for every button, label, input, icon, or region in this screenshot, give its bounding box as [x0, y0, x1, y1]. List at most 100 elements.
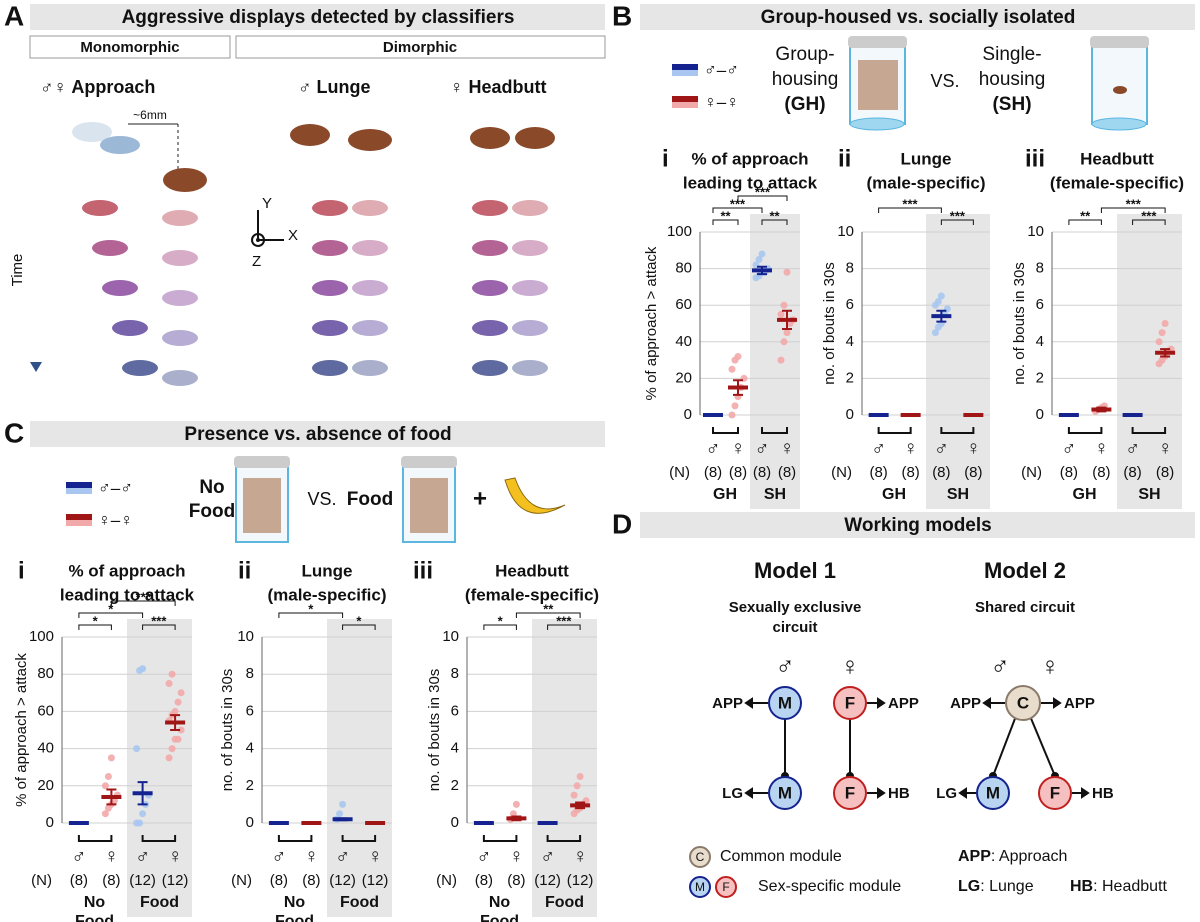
y-tick-label: 6 [846, 296, 854, 313]
condition-label: No [199, 477, 224, 498]
y-tick-label: 4 [1036, 333, 1044, 350]
y-axis-label: % of approach > attack [643, 246, 660, 400]
output-label: APP [888, 695, 919, 712]
output-label: LG [936, 785, 957, 802]
legend-swatch [672, 64, 698, 70]
fly [163, 168, 207, 192]
y-tick-label: 60 [675, 296, 692, 313]
model-subtitle: Shared circuit [975, 599, 1075, 616]
chart-title: (female-specific) [1050, 173, 1184, 192]
group-label: Food [75, 913, 114, 922]
n-header: (N) [436, 872, 457, 889]
pair-bracket [141, 835, 177, 842]
panel-letter: D [612, 508, 632, 539]
module-label: F [845, 693, 855, 712]
y-tick-label: 8 [846, 260, 854, 277]
group-label: SH [764, 486, 786, 503]
data-point [177, 689, 185, 697]
significance-bracket [547, 624, 581, 630]
data-point [101, 810, 109, 818]
data-point [573, 782, 581, 790]
chart-title: (male-specific) [866, 173, 985, 192]
data-point [101, 782, 109, 790]
panel-title: Presence vs. absence of food [184, 424, 451, 445]
x-tick-label: ♂ [476, 845, 491, 867]
n-label: (8) [102, 872, 120, 889]
chart-title: leading to attack [60, 585, 195, 604]
data-point [728, 365, 736, 373]
significance-bracket [78, 624, 112, 630]
fly-trace [312, 280, 348, 296]
pair-bracket [712, 427, 739, 434]
output-labels: APP APP LG HB APP APP LG HB [712, 695, 1114, 802]
fly-trace [312, 360, 348, 376]
y-tick-label: 10 [237, 628, 254, 645]
significance-label: ** [543, 601, 554, 616]
n-label: (8) [507, 872, 525, 889]
y-tick-label: 0 [684, 406, 692, 423]
y-tick-label: 6 [246, 702, 254, 719]
x-tick-label: ♀ [903, 437, 918, 459]
pair-bracket [341, 835, 377, 842]
fly-trace [352, 280, 388, 296]
data-point [1158, 329, 1166, 337]
n-label: (8) [964, 464, 982, 481]
data-point [168, 745, 176, 753]
chart-title: leading to attack [683, 173, 818, 192]
data-point [758, 250, 766, 258]
n-header: (N) [1021, 464, 1042, 481]
fly-trace [122, 360, 158, 376]
group-label: Food [545, 894, 584, 911]
significance-label: *** [902, 196, 918, 211]
modules [689, 685, 1072, 898]
condition-label: housing [979, 69, 1046, 90]
legend-label: ♂–♂ [704, 60, 739, 79]
sex-symbol: ♀ [1040, 651, 1060, 681]
group-label: Food [140, 894, 179, 911]
pair-bracket [77, 835, 113, 842]
abbreviation: APP: Approach [958, 848, 1067, 865]
significance-bracket [1068, 219, 1102, 225]
legend-swatch [66, 514, 92, 520]
behavior-label: ♂♀ Approach [40, 77, 155, 97]
vial [234, 456, 290, 543]
abbreviation: HB: Headbutt [1070, 878, 1167, 895]
fly-trace [352, 360, 388, 376]
shaded-region [926, 214, 990, 509]
n-label: (8) [1092, 464, 1110, 481]
y-tick-label: 100 [667, 223, 692, 240]
data-point [174, 698, 182, 706]
chart-title: Lunge [302, 561, 353, 580]
x-tick-label: ♂ [755, 437, 770, 459]
y-tick-label: 0 [451, 814, 459, 831]
significance-label: * [356, 613, 362, 628]
fly [72, 122, 112, 142]
significance-label: *** [1141, 208, 1157, 223]
pair-bracket [1067, 427, 1103, 434]
significance-bracket [1100, 207, 1166, 213]
group-label: Food [480, 913, 519, 922]
legend-label: ♀–♀ [704, 92, 739, 111]
y-tick-label: 60 [37, 702, 54, 719]
legend-swatch [66, 520, 92, 526]
module-label: M [986, 783, 1000, 802]
x-tick-label: ♀ [368, 845, 383, 867]
axis-name: Y [262, 195, 272, 212]
data-point [931, 329, 939, 337]
model-subtitle: Sexually exclusive [729, 599, 862, 616]
significance-label: * [93, 613, 99, 628]
group-label: Food [340, 894, 379, 911]
group-label: SH [947, 486, 969, 503]
significance-label: *** [730, 196, 746, 211]
output-label: APP [712, 695, 743, 712]
significance-bracket [940, 219, 974, 225]
time-arrow-head [30, 362, 42, 372]
data-point [780, 338, 788, 346]
data-point [165, 754, 173, 762]
y-tick-label: 80 [675, 260, 692, 277]
condition-label: (SH) [992, 94, 1031, 115]
fly [348, 129, 392, 151]
y-tick-label: 6 [1036, 296, 1044, 313]
data-point [139, 810, 147, 818]
module-label: F [845, 783, 855, 802]
